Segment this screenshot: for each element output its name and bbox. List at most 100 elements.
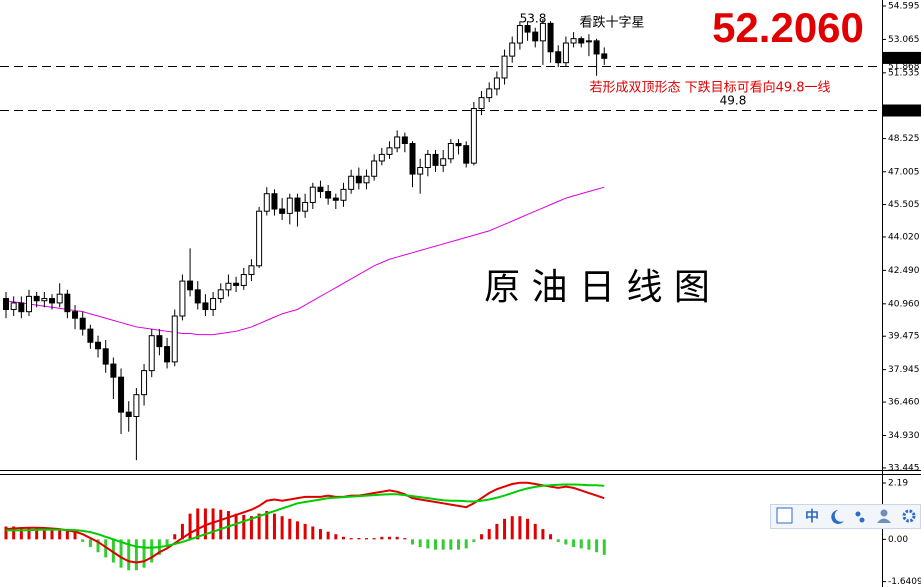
candle-body (585, 40, 592, 43)
y-tick-label: 39.475 (888, 332, 920, 342)
histogram-bar (434, 539, 438, 550)
histogram-bar (357, 538, 361, 540)
candle-body (555, 51, 562, 64)
y-tick-label: 48.525 (888, 134, 920, 144)
candle-body (49, 298, 56, 304)
histogram-bar (326, 531, 330, 540)
histogram-bar (426, 539, 430, 549)
toolbar-icon[interactable] (831, 510, 844, 524)
candle-body (79, 317, 86, 330)
price-headline: 52.2060 (712, 4, 864, 51)
histogram-bar (311, 526, 315, 540)
macd-line (6, 483, 605, 549)
toolbar-lang[interactable]: 中 (805, 508, 819, 525)
candle-body (601, 53, 608, 59)
y-tick-label: 54.595 (888, 2, 920, 12)
annotation: 若形成双顶形态 下跌目标可看向49.8一线 (589, 80, 830, 96)
histogram-bar (150, 539, 154, 563)
histogram-bar (42, 527, 46, 540)
histogram-bar (441, 539, 445, 550)
histogram-bar (380, 536, 384, 540)
histogram-bar (449, 539, 453, 550)
histogram-bar (541, 529, 545, 540)
chart-label: 原 油 日 线 图 (484, 267, 710, 308)
histogram-bar (58, 529, 62, 540)
histogram-bar (96, 539, 100, 553)
annotation: 53.8 (520, 12, 547, 26)
histogram-bar (280, 516, 284, 540)
toolbar-icon[interactable] (855, 511, 861, 517)
y-tick-label: -1.64096 (888, 577, 921, 587)
histogram-bar (480, 534, 484, 540)
candle-body (378, 153, 385, 162)
histogram-bar (395, 536, 399, 540)
candle-body (532, 31, 539, 42)
histogram-bar (526, 518, 530, 540)
histogram-bar (119, 539, 123, 568)
histogram-bar (318, 529, 322, 540)
toolbar-icon[interactable] (877, 518, 891, 524)
histogram-bar (111, 539, 115, 563)
candle-body (440, 158, 447, 166)
histogram-bar (272, 513, 276, 540)
candle-body (248, 265, 255, 276)
candle-body (286, 197, 293, 214)
histogram-bar (587, 539, 591, 550)
candle-body (202, 302, 209, 310)
y-tick-label: 40.960 (888, 299, 920, 309)
histogram-bar (35, 527, 39, 540)
candle-body (317, 186, 324, 193)
histogram-bar (572, 539, 576, 548)
candle-body (493, 77, 500, 90)
y-tick-label: 47.005 (888, 167, 920, 177)
last-price-label: 52.218 (888, 53, 920, 63)
histogram-bar (487, 529, 491, 540)
histogram-bar (134, 539, 138, 571)
histogram-bar (403, 538, 407, 540)
candle-body (164, 346, 171, 363)
candle-body (87, 328, 94, 343)
histogram-bar (4, 526, 8, 540)
histogram-bar (579, 539, 583, 549)
histogram-bar (464, 539, 468, 549)
candle-body (309, 186, 316, 203)
candle-body (3, 298, 9, 310)
toolbar-icon[interactable] (902, 509, 916, 523)
candle-body (340, 188, 347, 201)
moving-average (5, 186, 605, 336)
histogram-bar (104, 539, 108, 558)
candle-body (432, 153, 439, 166)
candle-body (478, 97, 485, 110)
candle-body (486, 88, 493, 99)
candle-body (501, 55, 508, 79)
histogram-bar (211, 508, 215, 540)
candle-body (302, 201, 309, 212)
toolbar-icon[interactable] (859, 517, 865, 523)
candle-body (279, 208, 286, 214)
toolbar-icon[interactable] (776, 507, 793, 524)
toolbar-icon[interactable] (880, 509, 888, 517)
candle-body (95, 341, 102, 350)
candle-body (294, 197, 301, 212)
candle-body (578, 38, 585, 44)
candle-body (118, 376, 125, 413)
candle-body (409, 142, 416, 175)
candle-body (125, 411, 132, 417)
candle-body (26, 295, 33, 313)
histogram-bar (288, 518, 292, 540)
candle-body (455, 142, 462, 147)
histogram-bar (219, 509, 223, 540)
histogram-bar (388, 536, 391, 540)
candle-body (332, 197, 339, 201)
candle-body (463, 145, 470, 164)
y-tick-label: 51.535 (888, 68, 920, 78)
candle-body (240, 274, 247, 286)
candle-body (133, 394, 140, 417)
histogram-bar (295, 521, 299, 540)
histogram-bar (457, 539, 461, 550)
histogram-bar (510, 516, 514, 540)
histogram-bar (495, 523, 499, 540)
histogram-bar (472, 539, 476, 542)
histogram-bar (226, 511, 230, 540)
